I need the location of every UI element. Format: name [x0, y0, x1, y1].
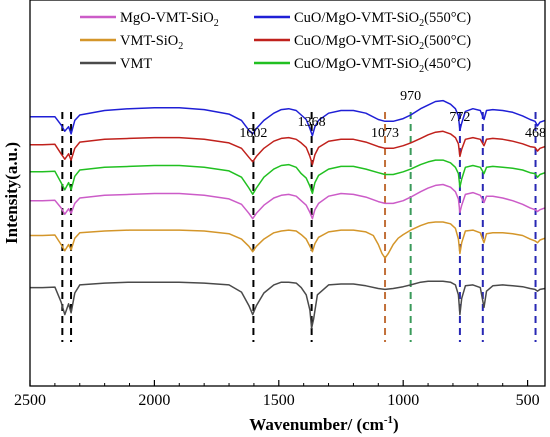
- legend-label-mgo-vmt-sio: MgO-VMT-SiO2: [120, 10, 219, 29]
- legend-label-cuo-mgo-vmt-sio-500-c: CuO/MgO-VMT-SiO2(500°C): [294, 33, 471, 52]
- x-axis-ticks: 2500 2000 1500 1000 500: [14, 380, 540, 409]
- peak-label-1073: 1073: [371, 126, 399, 141]
- x-axis-label-superscript: -1: [384, 414, 393, 426]
- series-line-vmt-sio: [30, 221, 546, 259]
- peak-label-468: 468: [525, 126, 546, 141]
- series-line-cuo-mgo-vmt-sio-500-c: [30, 130, 546, 166]
- peak-label-772: 772: [449, 110, 470, 125]
- x-tick-label-1500: 1500: [263, 392, 295, 409]
- x-tick-label-2000: 2000: [138, 392, 170, 409]
- reference-lines: [61, 112, 537, 342]
- series-line-cuo-mgo-vmt-sio-450-c: [30, 159, 546, 196]
- legend-label-cuo-mgo-vmt-sio-450-c: CuO/MgO-VMT-SiO2(450°C): [294, 56, 471, 75]
- x-tick-label-2500: 2500: [14, 392, 46, 409]
- x-tick-label-1000: 1000: [387, 392, 419, 409]
- x-axis-label-close: ): [393, 415, 399, 434]
- peak-annotations: 1602 1368 1073 970 772 468: [239, 89, 546, 141]
- legend-label-cuo-mgo-vmt-sio-550-c: CuO/MgO-VMT-SiO2(550°C): [294, 10, 471, 29]
- legend: MgO-VMT-SiO2 VMT-SiO2 VMT CuO/MgO-VMT-SiO2(…: [80, 10, 471, 75]
- peak-label-1368: 1368: [298, 115, 326, 130]
- legend-label-vmt: VMT: [120, 56, 152, 72]
- series-line-cuo-mgo-vmt-sio-550-c: [30, 99, 546, 137]
- series-line-mgo-vmt-sio: [30, 183, 546, 220]
- spectra-series: [30, 99, 546, 329]
- plot-frame: [29, 0, 546, 387]
- y-axis-label: Intensity(a.u.): [2, 142, 21, 244]
- legend-label-vmt-sio: VMT-SiO2: [120, 33, 183, 52]
- x-axis-label: Wavenumber/ (cm-1): [249, 414, 398, 434]
- x-tick-label-500: 500: [516, 392, 540, 409]
- series-line-vmt: [30, 280, 546, 329]
- peak-label-970: 970: [400, 89, 421, 104]
- peak-label-1602: 1602: [239, 126, 267, 141]
